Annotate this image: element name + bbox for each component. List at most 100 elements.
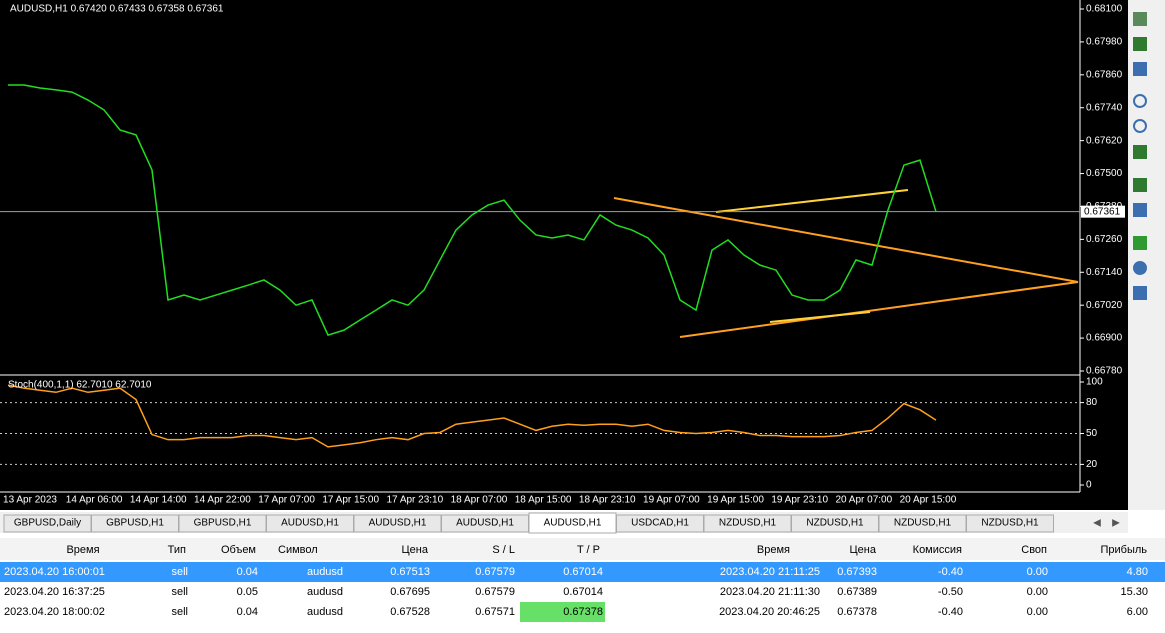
column-header: Символ bbox=[278, 544, 318, 556]
zoom-in[interactable] bbox=[1133, 94, 1147, 108]
column-header: T / P bbox=[577, 544, 600, 556]
toolbar bbox=[1128, 0, 1165, 510]
table-cell: 0.04 bbox=[237, 606, 258, 618]
table-cell: -0.40 bbox=[938, 566, 963, 578]
tab-label: AUDUSD,H1 bbox=[456, 518, 514, 529]
tab[interactable] bbox=[966, 514, 1054, 533]
table-cell: 0.67378 bbox=[563, 606, 603, 618]
y-tick-label: 0.67260 bbox=[1086, 234, 1123, 245]
table-cell: 2023.04.20 21:11:30 bbox=[720, 586, 820, 598]
column-header: Время bbox=[66, 544, 99, 556]
table-cell: 0.67579 bbox=[475, 566, 515, 578]
column-header: S / L bbox=[492, 544, 515, 556]
tab-label: NZDUSD,H1 bbox=[981, 518, 1039, 529]
y-tick-label: 0.67620 bbox=[1086, 135, 1123, 146]
table-cell: 2023.04.20 18:00:02 bbox=[4, 606, 105, 618]
tab-scroll-left[interactable]: ◀ bbox=[1093, 518, 1101, 529]
tab-label: GBPUSD,H1 bbox=[194, 518, 252, 529]
tab-label: NZDUSD,H1 bbox=[719, 518, 777, 529]
y-tick-label: 0.67740 bbox=[1086, 102, 1123, 113]
table-cell: -0.50 bbox=[938, 586, 963, 598]
tool-icon[interactable] bbox=[1133, 37, 1147, 51]
table-cell: -0.40 bbox=[938, 606, 963, 618]
y-tick-label: 0.66900 bbox=[1086, 333, 1123, 344]
y-tick-label: 50 bbox=[1086, 428, 1098, 439]
column-header: Цена bbox=[850, 544, 877, 556]
y-tick-label: 80 bbox=[1086, 397, 1098, 408]
tab-label: USDCAD,H1 bbox=[631, 518, 689, 529]
tab-scroll-right[interactable]: ▶ bbox=[1112, 518, 1120, 529]
column-header: Прибыль bbox=[1100, 544, 1147, 556]
table-cell: 0.00 bbox=[1027, 606, 1048, 618]
selected-row[interactable] bbox=[0, 562, 1165, 582]
column-header: Своп bbox=[1021, 544, 1047, 556]
table-cell: 0.67579 bbox=[475, 586, 515, 598]
tp-highlight bbox=[520, 602, 605, 622]
trendline bbox=[715, 189, 909, 213]
toolbar-icons bbox=[1133, 12, 1147, 300]
tool-icon[interactable] bbox=[1133, 145, 1147, 159]
tab-label: GBPUSD,H1 bbox=[106, 518, 164, 529]
table-cell: 0.67014 bbox=[563, 566, 603, 578]
table-cell: 2023.04.20 16:37:25 bbox=[4, 586, 105, 598]
x-tick-label: 19 Apr 07:00 bbox=[643, 495, 700, 506]
tool-icon[interactable] bbox=[1133, 236, 1147, 250]
table-cell: audusd bbox=[307, 606, 343, 618]
x-tick-label: 19 Apr 23:10 bbox=[771, 495, 828, 506]
price-line bbox=[8, 84, 937, 336]
price-line bbox=[7, 384, 937, 448]
x-tick-label: 17 Apr 15:00 bbox=[322, 495, 379, 506]
y-tick-label: 0.67500 bbox=[1086, 168, 1123, 179]
column-header: Тип bbox=[168, 544, 186, 556]
chart-background bbox=[0, 0, 1128, 510]
tool-icon[interactable] bbox=[1133, 203, 1147, 217]
y-tick-label: 0.67980 bbox=[1086, 37, 1123, 48]
table-cell: 2023.04.20 21:11:25 bbox=[720, 566, 820, 578]
table-cell: 0.67513 bbox=[390, 566, 430, 578]
x-tick-label: 17 Apr 07:00 bbox=[258, 495, 315, 506]
x-tick-label: 14 Apr 22:00 bbox=[194, 495, 251, 506]
table-cell: 0.00 bbox=[1027, 586, 1048, 598]
table-cell: 0.67393 bbox=[837, 566, 877, 578]
tool-icon[interactable] bbox=[1133, 261, 1147, 275]
y-tick-label: 0.67140 bbox=[1086, 267, 1123, 278]
tool-icon[interactable] bbox=[1133, 12, 1147, 26]
table-cell: 0.67695 bbox=[390, 586, 430, 598]
indicator-title: Stoch(400,1,1) 62.7010 62.7010 bbox=[8, 380, 152, 391]
table-header bbox=[0, 538, 1165, 560]
y-tick-label: 0.67020 bbox=[1086, 300, 1123, 311]
column-header: Комиссия bbox=[913, 544, 962, 556]
last-price-box bbox=[1081, 205, 1125, 218]
trendline bbox=[769, 311, 871, 323]
tab-label: AUDUSD,H1 bbox=[369, 518, 427, 529]
y-tick-label: 20 bbox=[1086, 459, 1098, 470]
table-cell: 0.05 bbox=[237, 586, 258, 598]
table-cell: audusd bbox=[307, 566, 343, 578]
column-header: Время bbox=[757, 544, 790, 556]
table-cell: 0.67528 bbox=[390, 606, 430, 618]
column-header: Цена bbox=[402, 544, 429, 556]
table-cell: 15.30 bbox=[1120, 586, 1148, 598]
table-cell: 2023.04.20 16:00:01 bbox=[4, 566, 105, 578]
table-cell: 0.04 bbox=[237, 566, 258, 578]
y-tick-label: 0.68100 bbox=[1086, 4, 1123, 15]
table-cell: sell bbox=[171, 586, 188, 598]
table-cell: 0.67014 bbox=[563, 586, 603, 598]
tool-icon[interactable] bbox=[1133, 286, 1147, 300]
tool-icon[interactable] bbox=[1133, 62, 1147, 76]
table-cell: 4.80 bbox=[1127, 566, 1148, 578]
trade-table: Время Тип Объем Символ Цена S / L T / P Время Це… bbox=[4, 544, 1148, 618]
table-cell: sell bbox=[171, 606, 188, 618]
table-cell: 0.67389 bbox=[837, 586, 877, 598]
x-tick-label: 17 Apr 23:10 bbox=[386, 495, 443, 506]
table-cell: 0.00 bbox=[1027, 566, 1048, 578]
column-header: Объем bbox=[221, 544, 256, 556]
x-tick-label: 18 Apr 23:10 bbox=[579, 495, 636, 506]
x-tick-label: 18 Apr 15:00 bbox=[515, 495, 572, 506]
x-tick-label: 13 Apr 2023 bbox=[3, 495, 57, 506]
last-price-label: 0.67361 bbox=[1084, 206, 1121, 217]
zoom-out[interactable] bbox=[1133, 119, 1147, 133]
table-cell: audusd bbox=[307, 586, 343, 598]
tool-icon[interactable] bbox=[1133, 178, 1147, 192]
y-tick-label: 100 bbox=[1086, 377, 1103, 388]
